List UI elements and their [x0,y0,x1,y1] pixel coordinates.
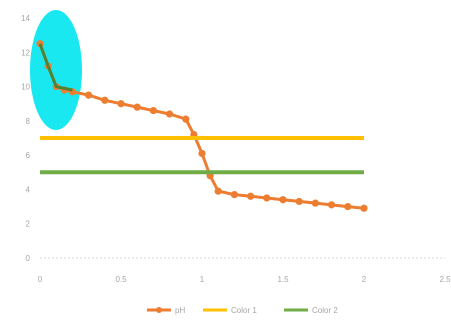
legend-label: pH [175,306,185,315]
data-point [328,201,336,209]
data-point [360,204,368,212]
y-tick-label: 12 [21,48,30,57]
data-point [101,96,109,104]
y-tick-label: 6 [26,151,31,160]
y-tick-label: 4 [26,185,31,194]
x-tick-label: 0 [38,275,43,284]
highlight-layer [30,10,82,130]
data-point [279,196,287,204]
legend-marker [156,307,162,313]
x-tick-label: 2.5 [439,275,451,284]
y-tick-label: 8 [26,117,31,126]
legend-item: Color 1 [203,306,257,315]
data-point [247,192,255,200]
data-point [182,115,190,123]
overlay-line [38,43,73,92]
axis-layer: 0 2 4 6 8 10 12 14 0 0.5 1 1.5 2 2.5 [21,14,451,284]
x-tick-label: 1 [200,275,205,284]
y-tick-label: 10 [21,83,30,92]
data-point [166,110,174,118]
data-point [85,91,93,99]
legend-label: Color 1 [231,306,257,315]
data-point [344,202,352,211]
y-tick-label: 14 [21,14,30,23]
data-point [149,106,157,115]
y-tick-label: 2 [26,220,31,229]
highlight-ellipse [30,10,82,130]
series-line-1 [38,43,365,210]
data-point [117,100,125,108]
data-point [263,194,271,202]
legend-item: pH [147,306,185,315]
series-layer [36,40,368,212]
data-point [295,197,303,206]
x-tick-label: 0.5 [115,275,127,284]
data-point [311,199,319,207]
data-point [198,149,206,158]
data-point [230,190,238,199]
data-point [133,103,141,111]
x-tick-label: 1.5 [277,275,289,284]
y-tick-label: 0 [26,254,31,263]
x-tick-label: 2 [362,275,367,284]
legend: pH Color 1 Color 2 [147,306,338,315]
legend-item: Color 2 [284,306,338,315]
legend-label: Color 2 [312,306,338,315]
data-point [214,187,222,195]
